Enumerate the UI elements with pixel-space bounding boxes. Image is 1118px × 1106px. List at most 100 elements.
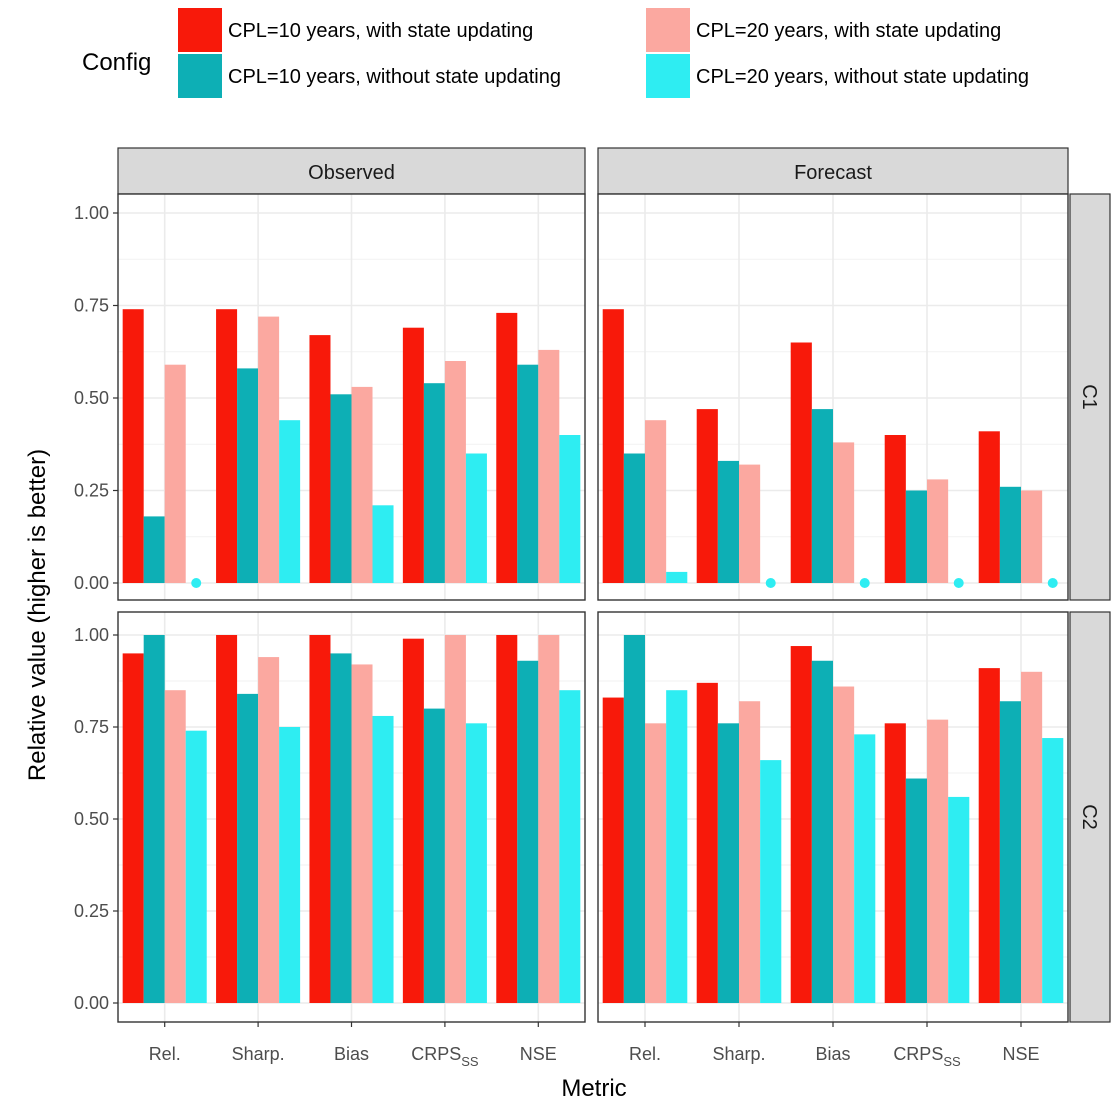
x-tick-label: Sharp.: [712, 1044, 765, 1064]
bar-s2-rel: [623, 635, 645, 1003]
legend-key-2: [178, 54, 222, 98]
bar-s4-rel: [185, 730, 207, 1003]
bar-s2-bias: [330, 394, 352, 583]
y-tick-label: 1.00: [74, 625, 109, 645]
bar-s1-nse: [496, 312, 518, 583]
x-tick-label: Rel.: [149, 1044, 181, 1064]
legend-title: Config: [82, 49, 151, 76]
strip-c1: [1069, 193, 1111, 601]
x-tick-label: CRPSSS: [411, 1044, 479, 1069]
bar-s1-bias: [790, 342, 812, 583]
panel-border: [117, 193, 586, 601]
y-tick-label: 0.50: [74, 388, 109, 408]
bar-s4-crps: [465, 453, 487, 583]
bar-s3-bias: [351, 386, 373, 583]
legend-label-4: CPL=20 years, without state updating: [696, 66, 1029, 88]
panels: Observed Forecast C1 C2 0.00 0.25 0.50 0.75 1.00…: [74, 147, 1111, 1069]
bar-s2-bias: [330, 653, 352, 1003]
x-axis-title: Metric: [561, 1075, 626, 1102]
bar-s3-sharp: [739, 464, 761, 583]
zero-point-s4-sharp: [765, 578, 776, 588]
bar-s4-rel: [666, 690, 688, 1003]
strip-observed: [117, 147, 586, 195]
bar-s3-nse: [1021, 490, 1043, 583]
bar-s1-sharp: [696, 682, 718, 1003]
x-tick-label: NSE: [520, 1044, 557, 1064]
bar-s1-sharp: [696, 409, 718, 583]
bar-s1-crps: [402, 638, 424, 1003]
bar-s3-bias: [351, 664, 373, 1003]
bar-s4-sharp: [760, 760, 782, 1003]
bar-s2-nse: [517, 660, 539, 1003]
bar-s4-rel: [666, 571, 688, 583]
y-tick-label: 0.25: [74, 901, 109, 921]
bar-s4-sharp: [279, 727, 301, 1003]
x-tick-label: CRPSSS: [893, 1044, 961, 1069]
bar-s2-crps: [905, 778, 927, 1003]
bar-s2-crps: [423, 383, 445, 583]
bar-s1-rel: [602, 309, 624, 583]
legend-key-4: [646, 54, 690, 98]
panel-forecast-c1: [597, 193, 1069, 601]
bar-s4-crps: [948, 796, 970, 1003]
bar-s1-crps: [402, 327, 424, 583]
zero-point-s4-crps: [953, 578, 964, 588]
bar-s1-rel: [122, 653, 144, 1003]
legend-key-3: [646, 8, 690, 52]
legend-label-3: CPL=20 years, with state updating: [696, 20, 1001, 42]
bar-s3-rel: [164, 690, 186, 1003]
bar-s3-crps: [927, 719, 949, 1003]
bar-s4-sharp: [279, 420, 301, 583]
bar-s1-sharp: [216, 635, 238, 1003]
bar-s2-sharp: [717, 723, 739, 1003]
panel-observed-c2: 0.00 0.25 0.50 0.75 1.00 Rel. Sharp. Bias CRPSSS…: [74, 611, 586, 1069]
bar-s3-nse: [538, 349, 560, 583]
bar-s1-bias: [309, 335, 331, 583]
strip-label-c2: C2: [1078, 804, 1100, 830]
bar-s3-rel: [164, 364, 186, 583]
bar-s2-nse: [999, 701, 1021, 1003]
zero-point-s4-bias: [859, 578, 870, 588]
y-axis-title: Relative value (higher is better): [24, 449, 51, 781]
bar-s4-bias: [372, 505, 394, 583]
bar-s1-nse: [978, 431, 1000, 583]
zero-point-s4-rel: [191, 578, 202, 588]
strip-c2: [1069, 611, 1111, 1023]
bar-s2-rel: [623, 453, 645, 583]
zero-point-s4-nse: [1047, 578, 1058, 588]
bar-s3-nse: [1021, 671, 1043, 1003]
strip-label-forecast: Forecast: [794, 162, 872, 184]
bar-s2-sharp: [237, 693, 259, 1003]
bar-s3-rel: [645, 420, 667, 583]
bar-s4-crps: [465, 723, 487, 1003]
bar-s1-bias: [309, 635, 331, 1003]
bar-s3-sharp: [258, 657, 280, 1003]
bar-s3-crps: [927, 479, 949, 583]
x-tick-label: Bias: [815, 1044, 850, 1064]
legend-label-1: CPL=10 years, with state updating: [228, 20, 533, 42]
bar-s2-bias: [811, 409, 833, 583]
bar-s3-nse: [538, 635, 560, 1003]
bar-s2-crps: [423, 708, 445, 1003]
bar-s2-rel: [143, 516, 165, 583]
bar-s4-nse: [1042, 738, 1064, 1003]
legend-label-2: CPL=10 years, without state updating: [228, 66, 561, 88]
bar-s3-sharp: [739, 701, 761, 1003]
bar-s2-nse: [517, 364, 539, 583]
bar-s4-nse: [559, 690, 581, 1003]
bar-s4-bias: [372, 715, 394, 1003]
strip-label-c1: C1: [1078, 384, 1100, 410]
y-tick-label: 0.00: [74, 573, 109, 593]
bar-s2-rel: [143, 635, 165, 1003]
y-tick-label: 1.00: [74, 203, 109, 223]
bar-s3-bias: [833, 442, 855, 583]
bar-s1-rel: [602, 697, 624, 1003]
x-tick-label: Bias: [334, 1044, 369, 1064]
legend-items: CPL=10 years, with state updating CPL=10 …: [178, 8, 1029, 98]
y-tick-label: 0.25: [74, 481, 109, 501]
bar-s1-sharp: [216, 309, 238, 583]
bar-s3-rel: [645, 723, 667, 1003]
bar-s2-nse: [999, 486, 1021, 583]
bar-s2-sharp: [237, 368, 259, 583]
